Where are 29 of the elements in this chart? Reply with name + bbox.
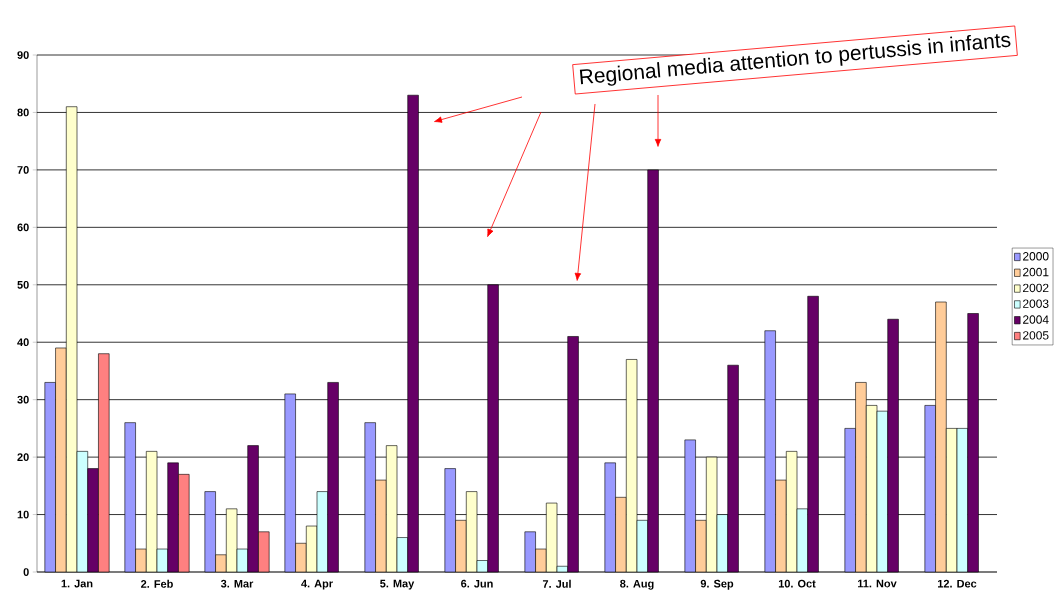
y-tick-label: 40	[17, 338, 29, 347]
legend-label: 2004	[1023, 315, 1049, 324]
y-tick-label: 80	[17, 108, 29, 117]
x-tick-label: 3. Mar	[220, 579, 254, 588]
x-tick-label: 8. Aug	[620, 579, 654, 590]
legend-label: 2001	[1023, 267, 1049, 277]
annotation: Regional media attention to pertussis in infants	[579, 34, 1011, 86]
y-tick-label: 60	[17, 223, 29, 232]
x-tick-label: 2. Feb	[141, 579, 173, 588]
x-tick-label: 5. May	[380, 579, 415, 590]
y-tick-label: 20	[17, 453, 29, 461]
y-tick-label: 50	[17, 280, 29, 289]
x-tick-label: 9. Sep	[700, 579, 734, 590]
y-tick-label: 30	[17, 395, 29, 404]
y-tick-label: 70	[17, 166, 29, 174]
x-tick-label: 12. Dec	[938, 579, 977, 588]
x-tick-label: 7. Jul	[542, 579, 571, 588]
legend-label: 2002	[1023, 283, 1049, 293]
x-tick-label: 4. Apr	[301, 579, 333, 590]
x-tick-label: 1. Jan	[61, 579, 93, 588]
y-tick-label: 10	[17, 510, 29, 519]
legend-label: 2000	[1023, 252, 1049, 261]
x-tick-label: 11. Nov	[858, 579, 897, 588]
y-tick-label: 90	[17, 51, 29, 59]
x-tick-label: 10. Oct	[778, 579, 816, 588]
x-tick-label: 6. Jun	[461, 579, 493, 588]
legend-label: 2003	[1023, 299, 1049, 308]
legend-label: 2005	[1023, 331, 1049, 340]
y-tick-label: 0	[23, 568, 29, 576]
